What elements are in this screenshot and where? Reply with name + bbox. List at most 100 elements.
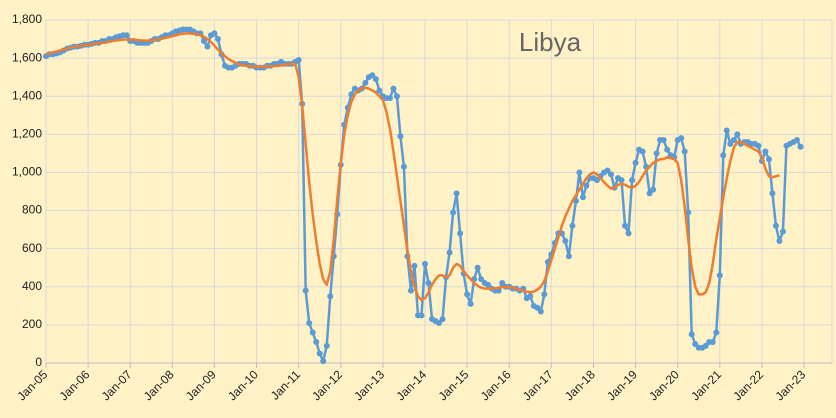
data-point <box>478 276 485 283</box>
y-tick-label: 0 <box>35 355 42 369</box>
chart-title: Libya <box>519 27 582 57</box>
data-point <box>604 167 611 174</box>
data-point <box>541 291 548 298</box>
data-point <box>306 319 313 326</box>
y-tick-label: 200 <box>22 317 42 331</box>
data-point <box>436 319 443 326</box>
data-point <box>527 293 534 300</box>
data-point <box>639 148 646 155</box>
data-point <box>425 279 432 286</box>
y-tick-label: 1,400 <box>12 88 42 102</box>
data-point <box>797 143 804 150</box>
data-point <box>464 291 471 298</box>
data-point <box>713 329 720 336</box>
data-point <box>755 142 762 149</box>
data-point <box>316 350 323 357</box>
data-point <box>650 186 657 193</box>
data-point <box>716 272 723 279</box>
y-tick-label: 600 <box>22 241 42 255</box>
y-tick-label: 800 <box>22 203 42 217</box>
data-point <box>123 32 130 39</box>
y-tick-label: 1,600 <box>12 50 42 64</box>
data-point <box>407 287 414 294</box>
data-point <box>327 293 334 300</box>
data-point <box>727 140 734 147</box>
data-point <box>537 308 544 315</box>
data-point <box>730 137 737 144</box>
data-point <box>534 304 541 311</box>
data-point <box>776 238 783 245</box>
data-point <box>579 194 586 201</box>
data-point <box>372 76 379 83</box>
data-point <box>313 339 320 346</box>
data-point <box>607 171 614 178</box>
data-point <box>200 37 207 44</box>
data-point <box>569 222 576 229</box>
data-point <box>397 133 404 140</box>
data-point <box>723 127 730 134</box>
data-point <box>390 85 397 92</box>
data-point <box>369 72 376 79</box>
data-point <box>625 230 632 237</box>
data-point <box>211 30 218 37</box>
data-point <box>565 253 572 260</box>
data-point <box>762 148 769 155</box>
data-point <box>386 95 393 102</box>
data-point <box>400 163 407 170</box>
data-point <box>593 177 600 184</box>
data-point <box>214 36 221 43</box>
data-point <box>793 137 800 144</box>
data-point <box>769 190 776 197</box>
data-point <box>779 228 786 235</box>
data-point <box>681 148 688 155</box>
data-point <box>583 182 590 189</box>
y-tick-label: 1,800 <box>12 12 42 26</box>
data-point <box>393 93 400 100</box>
data-point <box>457 230 464 237</box>
data-point <box>632 159 639 166</box>
data-point <box>485 281 492 288</box>
data-point <box>772 222 779 229</box>
data-point <box>692 340 699 347</box>
data-point <box>446 249 453 256</box>
data-point <box>702 342 709 349</box>
data-point <box>499 279 506 286</box>
data-point <box>376 87 383 94</box>
data-point <box>562 238 569 245</box>
data-point <box>320 358 327 365</box>
series-line <box>45 32 780 302</box>
data-point <box>720 152 727 159</box>
y-tick-label: 1,200 <box>12 127 42 141</box>
data-point <box>622 222 629 229</box>
data-point <box>709 339 716 346</box>
data-point <box>678 135 685 142</box>
data-point <box>323 342 330 349</box>
y-tick-label: 400 <box>22 279 42 293</box>
data-point <box>660 137 667 144</box>
data-point <box>422 260 428 267</box>
data-point <box>629 177 636 184</box>
data-point <box>309 329 316 336</box>
data-point <box>474 264 481 271</box>
data-point <box>618 177 625 184</box>
data-point <box>453 190 460 197</box>
data-point <box>734 131 741 138</box>
data-point <box>653 150 660 157</box>
data-point <box>418 312 425 319</box>
plot-area <box>45 19 833 364</box>
data-point <box>362 79 369 86</box>
data-point <box>765 156 772 163</box>
data-point <box>204 43 211 50</box>
data-point <box>467 300 474 307</box>
data-point <box>411 262 418 269</box>
data-point <box>295 57 302 64</box>
data-point <box>439 316 446 323</box>
y-tick-label: 1,000 <box>12 165 42 179</box>
data-point <box>646 190 653 197</box>
data-point <box>664 146 671 153</box>
data-point <box>450 209 457 216</box>
data-point <box>576 169 583 176</box>
data-point <box>688 331 695 338</box>
data-point <box>302 287 309 294</box>
